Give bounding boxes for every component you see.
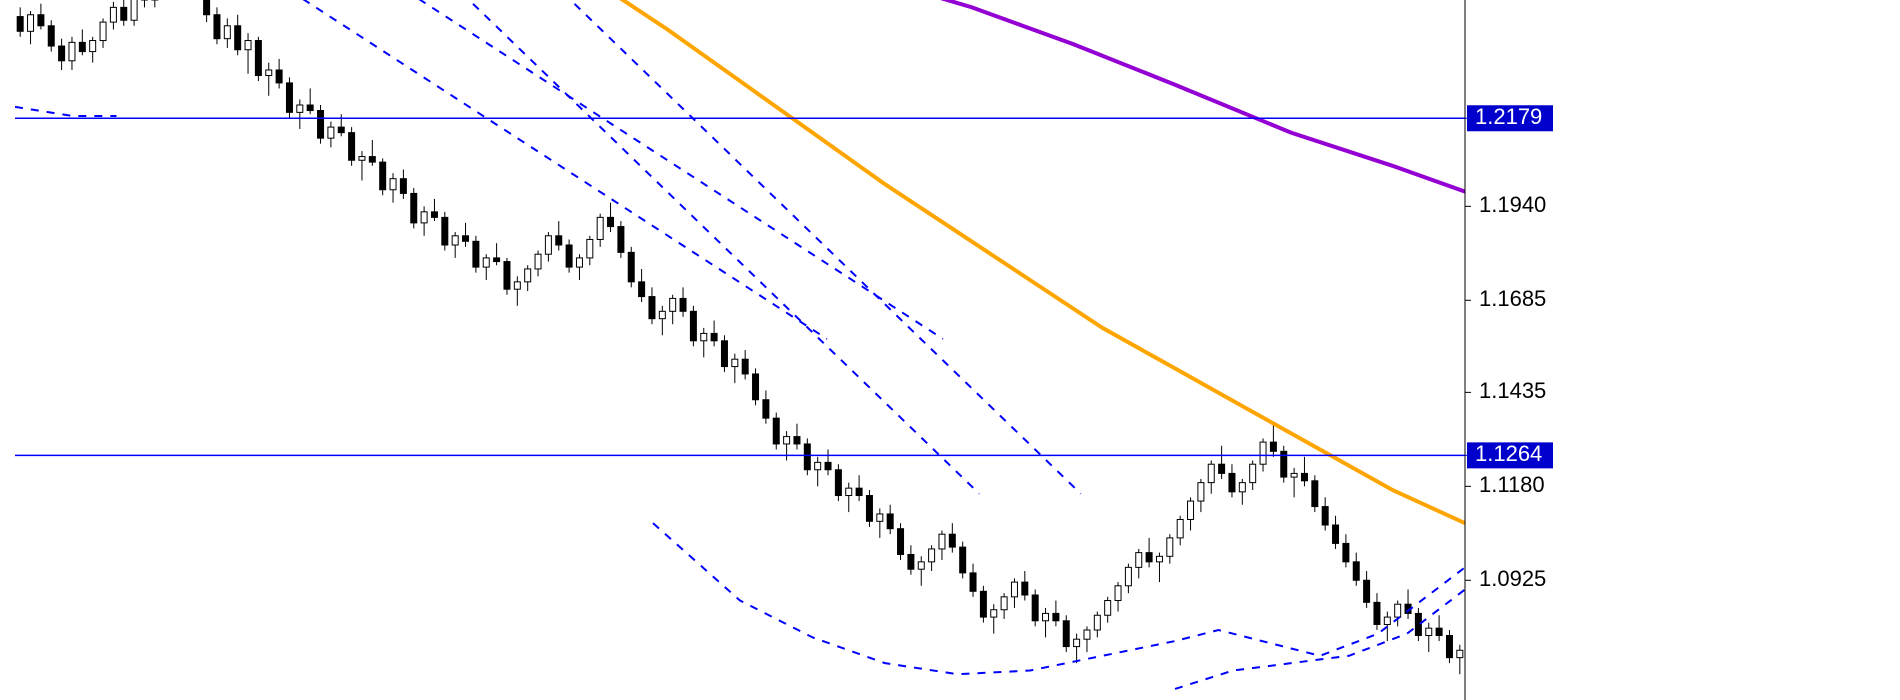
ytick-label: 1.1685 bbox=[1479, 286, 1546, 311]
chart-root[interactable]: 1.1940 1.1685 1.1435 1.1180 1.0925 1.2179 1.12… bbox=[0, 0, 1900, 700]
ytick-label: 1.1435 bbox=[1479, 378, 1546, 403]
ytick-label: 1.0925 bbox=[1479, 566, 1546, 591]
price-level-label: 1.1264 bbox=[1475, 441, 1542, 466]
ytick-label: 1.1180 bbox=[1479, 472, 1545, 497]
ytick-label: 1.1940 bbox=[1479, 192, 1546, 217]
price-chart: 1.1940 1.1685 1.1435 1.1180 1.0925 1.2179 1.12… bbox=[0, 0, 1900, 700]
price-level-label: 1.2179 bbox=[1475, 104, 1542, 129]
